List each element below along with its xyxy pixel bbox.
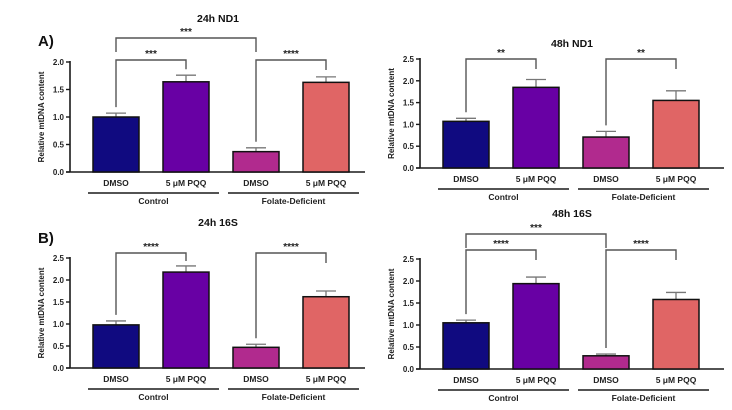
x-category-label: DMSO <box>103 374 129 384</box>
y-tick-label: 1.5 <box>53 86 65 95</box>
significance-label: *** <box>145 49 157 60</box>
y-tick-label: 1.0 <box>53 320 65 329</box>
x-category-label: DMSO <box>593 375 619 385</box>
group-label: Control <box>138 392 168 402</box>
significance-label: **** <box>283 49 299 60</box>
y-tick-label: 0.5 <box>403 343 415 352</box>
bar <box>442 322 490 370</box>
bar <box>92 324 140 369</box>
x-category-label: 5 μM PQQ <box>516 174 557 184</box>
x-category-label: 5 μM PQQ <box>516 375 557 385</box>
significance-label: **** <box>493 239 509 250</box>
y-tick-label: 1.5 <box>403 299 415 308</box>
y-tick-label: 2.5 <box>403 255 415 264</box>
significance-label: *** <box>180 27 192 38</box>
y-tick-label: 0.0 <box>53 168 65 177</box>
significance-bracket <box>605 249 677 349</box>
y-tick-label: 1.0 <box>53 113 65 122</box>
bar <box>512 282 560 370</box>
significance-bracket <box>465 58 537 113</box>
x-category-label: DMSO <box>103 178 129 188</box>
significance-bracket <box>255 59 327 142</box>
group-label: Folate-Deficient <box>262 196 326 206</box>
y-tick-label: 2.0 <box>53 58 65 67</box>
y-tick-label: 1.0 <box>403 120 415 129</box>
y-tick-label: 2.5 <box>403 55 415 64</box>
y-axis-label: Relative mtDNA content <box>37 71 46 162</box>
bar <box>162 81 210 173</box>
significance-label: ** <box>637 48 645 59</box>
charts: 24h ND1 Relative mtDNA content 0.0 0.5 1.0 1.… <box>37 13 724 403</box>
y-tick-label: 2.0 <box>403 77 415 86</box>
x-category-label: DMSO <box>453 174 479 184</box>
y-tick-label: 1.5 <box>403 99 415 108</box>
group-label: Control <box>488 192 518 202</box>
chart-0: 24h ND1 Relative mtDNA content 0.0 0.5 1.0 1.… <box>37 13 365 206</box>
x-category-label: DMSO <box>243 178 269 188</box>
group-label: Control <box>138 196 168 206</box>
y-tick-label: 0.0 <box>53 364 65 373</box>
significance-bracket <box>465 249 537 315</box>
y-tick-label: 2.0 <box>403 277 415 286</box>
significance-label: **** <box>143 242 159 253</box>
bar <box>652 298 700 370</box>
x-category-label: DMSO <box>453 375 479 385</box>
y-tick-label: 0.5 <box>403 142 415 151</box>
bar <box>442 120 490 169</box>
significance-bracket <box>255 252 327 339</box>
chart-3: 48h 16S Relative mtDNA content 0.0 0.5 1.0 1.… <box>387 208 724 403</box>
y-tick-label: 1.0 <box>403 321 415 330</box>
significance-bracket <box>115 252 187 315</box>
significance-label: **** <box>283 242 299 253</box>
bar <box>302 295 350 369</box>
bar <box>162 271 210 369</box>
x-category-label: 5 μM PQQ <box>306 374 347 384</box>
significance-bracket <box>115 37 257 52</box>
significance-bracket <box>605 58 677 126</box>
y-tick-label: 2.5 <box>53 254 65 263</box>
x-category-label: 5 μM PQQ <box>166 178 207 188</box>
bar <box>512 86 560 169</box>
y-tick-label: 0.5 <box>53 342 65 351</box>
chart-1: 48h ND1 Relative mtDNA content 0.0 0.5 1.0 1.… <box>387 38 724 202</box>
group-label: Folate-Deficient <box>612 393 676 403</box>
chart-title: 24h 16S <box>198 217 238 229</box>
significance-label: **** <box>633 239 649 250</box>
x-category-label: 5 μM PQQ <box>166 374 207 384</box>
bar <box>582 136 630 169</box>
y-axis-label: Relative mtDNA content <box>387 68 396 159</box>
y-tick-label: 0.0 <box>403 164 415 173</box>
bar <box>582 355 630 370</box>
x-category-label: 5 μM PQQ <box>306 178 347 188</box>
y-axis-label: Relative mtDNA content <box>37 267 46 358</box>
panel-label-b: B) <box>38 230 54 247</box>
x-category-label: 5 μM PQQ <box>656 174 697 184</box>
significance-label: *** <box>530 223 542 234</box>
y-tick-label: 1.5 <box>53 298 65 307</box>
significance-bracket <box>465 233 607 248</box>
bar <box>232 150 280 173</box>
x-category-label: DMSO <box>243 374 269 384</box>
chart-2: 24h 16S Relative mtDNA content 0.0 0.5 1.0 1.… <box>37 217 365 402</box>
chart-title: 24h ND1 <box>197 13 239 25</box>
bar <box>232 346 280 369</box>
significance-label: ** <box>497 48 505 59</box>
y-axis-label: Relative mtDNA content <box>387 268 396 359</box>
bar <box>302 81 350 173</box>
y-tick-label: 0.0 <box>403 365 415 374</box>
y-tick-label: 2.0 <box>53 276 65 285</box>
bar <box>92 116 140 173</box>
chart-title: 48h 16S <box>552 208 592 220</box>
chart-title: 48h ND1 <box>551 38 593 50</box>
group-label: Folate-Deficient <box>262 392 326 402</box>
panel-label-a: A) <box>38 33 54 50</box>
y-tick-label: 0.5 <box>53 141 65 150</box>
x-category-label: DMSO <box>593 174 619 184</box>
bar <box>652 99 700 169</box>
group-label: Folate-Deficient <box>612 192 676 202</box>
significance-bracket <box>115 59 187 108</box>
x-category-label: 5 μM PQQ <box>656 375 697 385</box>
group-label: Control <box>488 393 518 403</box>
